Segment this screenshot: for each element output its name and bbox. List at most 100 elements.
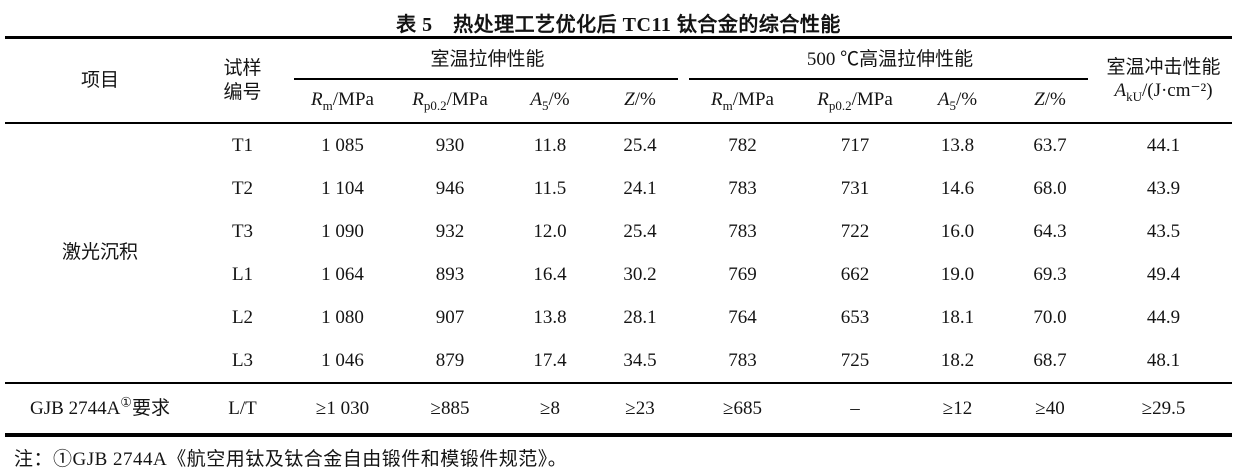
cell-value: 43.9 (1146, 177, 1181, 199)
column-header-a5-ht: A5/% (910, 80, 1006, 124)
cell-value: 930 (435, 134, 465, 156)
cell-value: 28.1 (623, 306, 657, 328)
cell-value: 11.5 (533, 177, 567, 199)
table-row: L2 1 080 907 13.8 28.1 764 653 18.1 70.0… (5, 296, 1232, 339)
cell-value: 946 (435, 177, 465, 199)
cell-value: 19.0 (940, 263, 975, 285)
header-row-groups: 项目 试样 编号 室温拉伸性能 500 ℃高温拉伸性能 室温冲击性能 AkU/(… (5, 37, 1233, 124)
cell-value: 11.8 (533, 134, 567, 156)
cell-value: 783 (728, 349, 757, 371)
cell-value: ≥40 (1005, 382, 1096, 435)
process-group-label: 激光沉积 (61, 242, 138, 264)
cell-value: 13.8 (940, 134, 975, 156)
cell-value: 1 064 (321, 263, 364, 285)
cell-value: 68.0 (1033, 177, 1067, 199)
cell-value: 25.4 (623, 134, 657, 156)
sample-id: L/T (195, 382, 290, 435)
cell-value: 662 (840, 263, 870, 285)
cell-value: 1 104 (321, 177, 364, 199)
sample-id: T2 (231, 177, 254, 199)
cell-value: ≥685 (685, 382, 801, 435)
cell-value: 932 (435, 220, 465, 242)
column-header-z-rt: Z/% (595, 80, 686, 124)
column-header-sample-id: 试样 编号 (195, 37, 290, 124)
requirement-label: GJB 2744A①要求 (5, 382, 195, 435)
cell-value: 764 (728, 306, 757, 328)
sample-id: L1 (231, 263, 254, 285)
cell-value: 44.9 (1146, 306, 1181, 328)
cell-value: 12.0 (533, 220, 567, 242)
cell-value: 17.4 (533, 349, 567, 371)
cell-value: 14.6 (940, 177, 975, 199)
cell-value: 69.3 (1033, 263, 1067, 285)
table-row: L3 1 046 879 17.4 34.5 783 725 18.2 68.7… (5, 339, 1232, 383)
cell-value: 893 (435, 263, 465, 285)
cell-value: 64.3 (1033, 220, 1067, 242)
cell-value: 653 (840, 306, 870, 328)
sample-id: T1 (231, 134, 254, 156)
impact-header-line1: 室温冲击性能 (1106, 56, 1221, 78)
column-header-rp02-ht: Rp0.2/MPa (800, 80, 911, 124)
column-header-rp02-rt: Rp0.2/MPa (395, 80, 505, 124)
cell-value: 725 (840, 349, 870, 371)
properties-table: 项目 试样 编号 室温拉伸性能 500 ℃高温拉伸性能 室温冲击性能 AkU/(… (5, 36, 1233, 437)
column-header-impact: 室温冲击性能 AkU/(J·cm⁻²) (1095, 37, 1233, 124)
cell-value: ≥29.5 (1095, 382, 1233, 435)
cell-value: 731 (840, 177, 870, 199)
cell-value: 1 085 (321, 134, 364, 156)
cell-value: ≥12 (910, 382, 1006, 435)
cell-value: ≥23 (595, 382, 686, 435)
column-header-project: 项目 (5, 37, 195, 124)
cell-value: 68.7 (1033, 349, 1067, 371)
cell-value: 907 (435, 306, 465, 328)
sample-id: L2 (231, 306, 254, 328)
cell-value: 24.1 (623, 177, 657, 199)
cell-value: 30.2 (623, 263, 657, 285)
cell-value: 63.7 (1033, 134, 1067, 156)
table-row: L1 1 064 893 16.4 30.2 769 662 19.0 69.3… (5, 253, 1232, 296)
column-header-z-ht: Z/% (1005, 80, 1096, 124)
header-row-subcolumns: Rm/MPa Rp0.2/MPa A5/% Z/% Rm/MPa Rp0.2/M… (5, 80, 1232, 124)
sample-id-line1: 试样 (223, 57, 262, 79)
column-header-a5-rt: A5/% (505, 80, 595, 124)
cell-value: 70.0 (1033, 306, 1067, 328)
cell-value: – (800, 382, 911, 435)
cell-value: 34.5 (623, 349, 657, 371)
group-header-500c-tensile: 500 ℃高温拉伸性能 (685, 38, 1095, 81)
group-header-room-temp-tensile: 室温拉伸性能 (290, 38, 685, 81)
cell-value: 879 (435, 349, 465, 371)
cell-value: 48.1 (1146, 349, 1181, 371)
cell-value: 13.8 (533, 306, 567, 328)
cell-value: 16.0 (940, 220, 975, 242)
impact-header-formula: AkU/(J·cm⁻²) (1114, 80, 1213, 105)
table-row: T2 1 104 946 11.5 24.1 783 731 14.6 68.0… (5, 167, 1232, 210)
sample-id-line2: 编号 (223, 81, 262, 103)
cell-value: 18.1 (940, 306, 975, 328)
column-header-rm-ht: Rm/MPa (685, 80, 801, 124)
cell-value: 44.1 (1146, 134, 1181, 156)
cell-value: 16.4 (533, 263, 567, 285)
sample-id: T3 (231, 220, 254, 242)
cell-value: 722 (840, 220, 870, 242)
cell-value: 769 (728, 263, 757, 285)
cell-value: 1 046 (321, 349, 364, 371)
table-footnote: 注：①GJB 2744A《航空用钛及钛合金自由锻件和模锻件规范》。 (14, 449, 568, 470)
cell-value: 717 (840, 134, 870, 156)
cell-value: ≥1 030 (290, 382, 395, 435)
cell-value: 43.5 (1146, 220, 1181, 242)
cell-value: ≥885 (395, 382, 505, 435)
cell-value: 782 (728, 134, 757, 156)
sample-id: L3 (231, 349, 254, 371)
cell-value: 1 090 (321, 220, 364, 242)
requirement-row: GJB 2744A①要求 L/T ≥1 030 ≥885 ≥8 ≥23 ≥685… (5, 382, 1233, 435)
cell-value: 49.4 (1146, 263, 1181, 285)
table-row: T3 1 090 932 12.0 25.4 783 722 16.0 64.3… (5, 210, 1232, 253)
table-row: 激光沉积 T1 1 085 930 11.8 25.4 782 717 13.8… (5, 123, 1232, 264)
cell-value: 18.2 (940, 349, 975, 371)
cell-value: 783 (728, 177, 757, 199)
footnote-marker: ① (120, 394, 132, 410)
cell-value: ≥8 (505, 382, 595, 435)
table-caption: 表 5 热处理工艺优化后 TC11 钛合金的综合性能 (396, 14, 841, 36)
column-header-rm-rt: Rm/MPa (290, 80, 395, 124)
